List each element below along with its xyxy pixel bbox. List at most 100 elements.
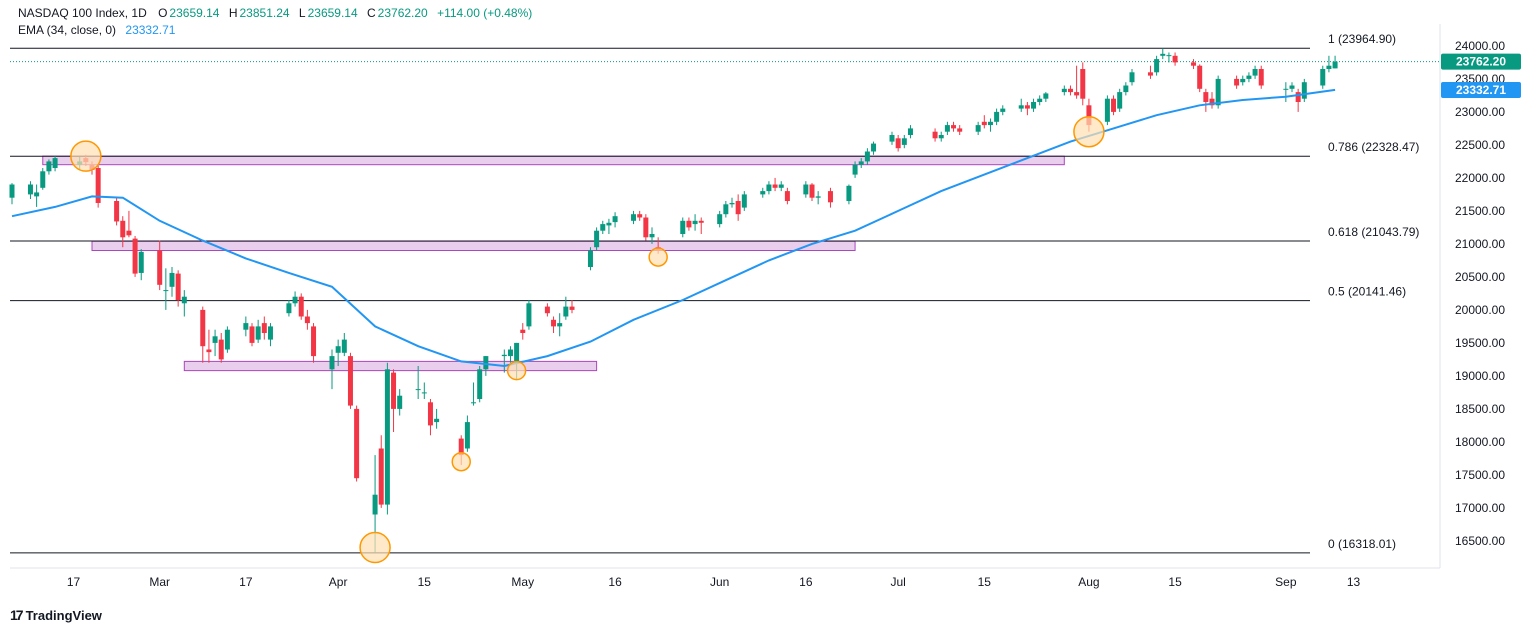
candle-body[interactable] (944, 125, 950, 132)
candle-body[interactable] (1067, 88, 1073, 93)
candle-body[interactable] (421, 392, 427, 394)
candle-body[interactable] (569, 306, 575, 310)
candle-body[interactable] (594, 230, 600, 248)
candle-body[interactable] (975, 125, 981, 132)
candle-body[interactable] (1160, 53, 1166, 56)
candle-body[interactable] (637, 214, 643, 218)
candle-body[interactable] (723, 204, 729, 215)
candle-body[interactable] (372, 494, 378, 515)
candle-body[interactable] (218, 339, 224, 360)
candle-body[interactable] (1326, 65, 1332, 69)
highlight-marker[interactable] (451, 451, 471, 472)
candle-body[interactable] (1301, 82, 1307, 99)
candle-body[interactable] (612, 216, 618, 223)
candle-body[interactable] (631, 214, 637, 221)
candle-body[interactable] (803, 184, 809, 195)
candle-body[interactable] (987, 121, 993, 126)
candle-body[interactable] (206, 349, 212, 353)
candle-body[interactable] (643, 217, 649, 238)
candle-body[interactable] (34, 192, 40, 197)
candle-body[interactable] (895, 138, 901, 149)
candle-body[interactable] (520, 329, 526, 333)
candle-body[interactable] (1123, 85, 1129, 93)
candle-body[interactable] (680, 220, 686, 234)
candle-body[interactable] (1117, 92, 1123, 109)
candle-body[interactable] (114, 201, 120, 222)
candle-body[interactable] (286, 303, 292, 314)
candle-body[interactable] (1191, 62, 1197, 66)
candle-body[interactable] (157, 250, 163, 285)
candle-body[interactable] (1240, 78, 1246, 83)
candle-body[interactable] (138, 251, 144, 273)
candle-body[interactable] (600, 224, 606, 231)
candle-body[interactable] (1203, 92, 1209, 102)
candle-body[interactable] (341, 339, 347, 353)
candle-body[interactable] (741, 194, 747, 208)
candle-body[interactable] (471, 402, 477, 404)
candle-body[interactable] (1295, 92, 1301, 102)
candle-body[interactable] (27, 184, 33, 195)
candle-body[interactable] (126, 230, 132, 236)
candle-body[interactable] (994, 111, 1000, 122)
candle-body[interactable] (9, 184, 15, 198)
candle-body[interactable] (760, 191, 766, 195)
highlight-marker[interactable] (506, 360, 527, 381)
candle-body[interactable] (907, 128, 913, 135)
candle-body[interactable] (397, 395, 403, 409)
candle-body[interactable] (587, 250, 593, 268)
candle-body[interactable] (1197, 65, 1203, 89)
candle-body[interactable] (889, 135, 895, 142)
candle-body[interactable] (335, 346, 341, 353)
candle-body[interactable] (311, 326, 317, 357)
candle-body[interactable] (427, 402, 433, 426)
candle-body[interactable] (557, 323, 563, 327)
candle-body[interactable] (1031, 102, 1037, 109)
ema-label[interactable]: EMA (34, close, 0) (18, 23, 117, 37)
candle-body[interactable] (551, 319, 557, 327)
candle-body[interactable] (249, 326, 255, 343)
candle-body[interactable] (483, 356, 489, 370)
candle-body[interactable] (772, 184, 778, 188)
candle-body[interactable] (1043, 93, 1049, 99)
candle-body[interactable] (243, 323, 249, 330)
candle-body[interactable] (261, 323, 267, 333)
candle-body[interactable] (52, 158, 58, 168)
candle-body[interactable] (329, 356, 335, 370)
candle-body[interactable] (120, 220, 126, 238)
candle-body[interactable] (1061, 88, 1067, 93)
symbol-title[interactable]: NASDAQ 100 Index, 1D (18, 6, 147, 20)
candle-body[interactable] (1147, 72, 1153, 76)
candle-body[interactable] (347, 356, 353, 406)
candle-body[interactable] (778, 184, 784, 188)
candle-body[interactable] (354, 408, 360, 479)
candle-body[interactable] (224, 329, 230, 350)
candle-body[interactable] (1129, 72, 1135, 83)
candle-body[interactable] (1289, 85, 1295, 89)
candle-body[interactable] (901, 138, 907, 145)
candle-body[interactable] (391, 372, 397, 409)
candle-body[interactable] (181, 296, 187, 304)
candle-body[interactable] (1320, 69, 1326, 86)
candle-body[interactable] (1283, 88, 1289, 90)
candle-body[interactable] (932, 131, 938, 139)
candle-body[interactable] (1246, 75, 1252, 79)
candle-body[interactable] (938, 135, 944, 139)
highlight-marker[interactable] (1073, 115, 1105, 148)
candle-body[interactable] (415, 389, 421, 391)
candle-body[interactable] (1080, 69, 1086, 99)
candle-body[interactable] (1018, 105, 1024, 109)
candle-body[interactable] (169, 272, 175, 287)
candle-body[interactable] (304, 316, 310, 324)
candle-body[interactable] (735, 201, 741, 215)
candle-body[interactable] (46, 161, 52, 172)
candle-body[interactable] (951, 125, 957, 129)
candle-body[interactable] (649, 234, 655, 238)
candle-body[interactable] (298, 296, 304, 317)
candle-body[interactable] (1258, 69, 1264, 86)
candle-body[interactable] (200, 309, 206, 347)
candle-body[interactable] (809, 184, 815, 198)
support-zone[interactable] (42, 155, 1065, 166)
candle-body[interactable] (526, 303, 532, 327)
candle-body[interactable] (255, 326, 261, 340)
